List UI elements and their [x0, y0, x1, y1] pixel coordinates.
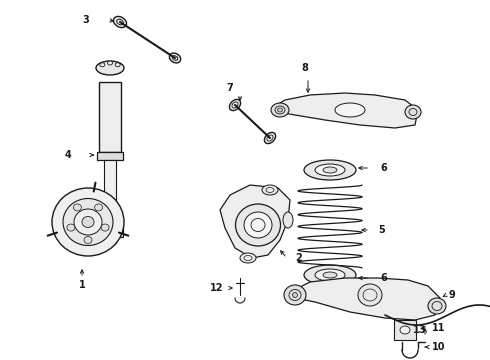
Ellipse shape	[67, 224, 75, 231]
Ellipse shape	[229, 99, 241, 111]
Ellipse shape	[236, 204, 280, 246]
Polygon shape	[272, 93, 418, 128]
Polygon shape	[220, 185, 290, 258]
Ellipse shape	[315, 164, 345, 176]
Text: 11: 11	[432, 323, 445, 333]
Ellipse shape	[96, 61, 124, 75]
Text: 12: 12	[210, 283, 223, 293]
Text: 6: 6	[380, 273, 387, 283]
Polygon shape	[290, 278, 440, 320]
Ellipse shape	[304, 265, 356, 285]
Ellipse shape	[271, 103, 289, 117]
Bar	[97, 225, 123, 237]
Ellipse shape	[293, 292, 297, 297]
Ellipse shape	[304, 160, 356, 180]
Ellipse shape	[52, 188, 124, 256]
Ellipse shape	[114, 17, 126, 28]
Ellipse shape	[82, 216, 94, 228]
Ellipse shape	[400, 326, 410, 334]
Text: 7: 7	[227, 83, 233, 93]
Text: 1: 1	[78, 280, 85, 290]
Ellipse shape	[74, 209, 102, 235]
Ellipse shape	[315, 269, 345, 281]
Ellipse shape	[265, 132, 275, 144]
Ellipse shape	[107, 61, 113, 65]
Ellipse shape	[284, 285, 306, 305]
Ellipse shape	[323, 167, 337, 173]
Text: 10: 10	[432, 342, 445, 352]
Ellipse shape	[63, 198, 113, 246]
Text: 13: 13	[413, 325, 427, 335]
Ellipse shape	[115, 63, 120, 67]
Ellipse shape	[428, 298, 446, 314]
Ellipse shape	[101, 224, 109, 231]
Ellipse shape	[277, 108, 283, 112]
Bar	[394, 320, 416, 340]
Text: 6: 6	[380, 163, 387, 173]
Ellipse shape	[103, 236, 117, 246]
Bar	[99, 82, 121, 152]
Ellipse shape	[405, 105, 421, 119]
Text: 5: 5	[378, 225, 385, 235]
Ellipse shape	[358, 284, 382, 306]
Ellipse shape	[244, 212, 272, 238]
Ellipse shape	[283, 212, 293, 228]
Text: 3: 3	[82, 15, 89, 25]
Ellipse shape	[74, 204, 81, 211]
Text: 4: 4	[65, 150, 72, 160]
Ellipse shape	[240, 253, 256, 263]
Ellipse shape	[170, 53, 181, 63]
Ellipse shape	[84, 237, 92, 243]
Text: 9: 9	[448, 290, 455, 300]
Text: 8: 8	[301, 63, 308, 73]
Ellipse shape	[100, 63, 105, 67]
Ellipse shape	[95, 204, 102, 211]
Text: 2: 2	[295, 253, 302, 263]
Ellipse shape	[323, 272, 337, 278]
Bar	[104, 160, 116, 225]
Ellipse shape	[262, 185, 278, 195]
Ellipse shape	[335, 103, 365, 117]
Bar	[97, 152, 123, 160]
